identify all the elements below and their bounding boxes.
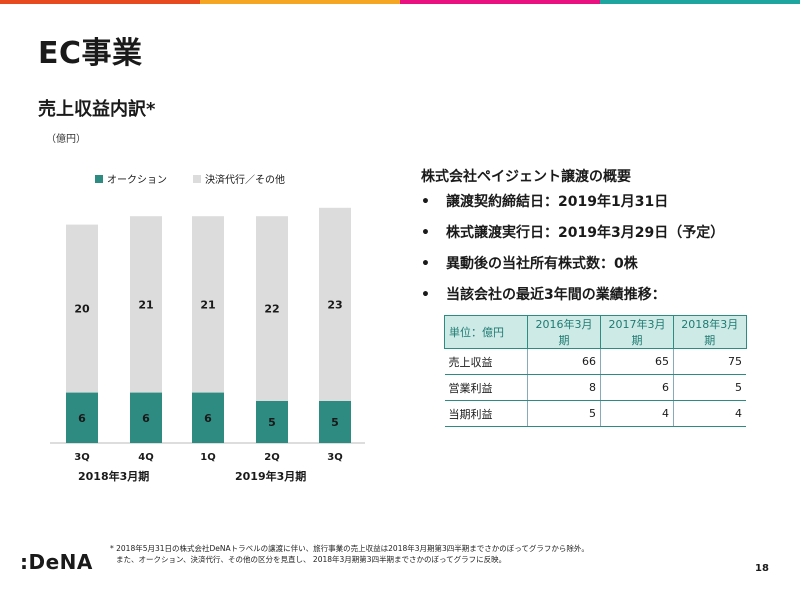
- unit-label: （億円）: [46, 134, 86, 145]
- table-header-unit: 単位：億円: [444, 315, 528, 349]
- bar-auction: [130, 392, 162, 443]
- bar-payment-other: [192, 216, 224, 393]
- table-cell: 6: [600, 374, 674, 401]
- table-header-fy2017: 2017年3月期: [600, 315, 674, 349]
- top-color-bar: [0, 0, 800, 4]
- top-bar-segment-3: [400, 0, 600, 4]
- footnote: * 2018年5月31日の株式会社DeNAトラベルの譲渡に伴い、旅行事業の売上収…: [110, 543, 589, 565]
- table-cell: 4: [600, 400, 674, 427]
- bar-auction: [256, 401, 288, 443]
- list-item: • 譲渡契約締結日：2019年1月31日: [421, 194, 724, 225]
- x-tick-label: 3Q: [74, 452, 89, 463]
- row-label: 営業利益: [444, 374, 528, 401]
- bullet-dot: •: [421, 256, 430, 272]
- data-label-payment-other: 23: [327, 298, 342, 311]
- legend-label-payment: 決済代行／その他: [205, 175, 285, 186]
- transfer-overview-title: 株式会社ペイジェント譲渡の概要: [421, 169, 631, 185]
- bar-auction: [66, 392, 98, 443]
- footnote-line-1: * 2018年5月31日の株式会社DeNAトラベルの譲渡に伴い、旅行事業の売上収…: [110, 544, 589, 553]
- table-row: 営業利益 8 6 5: [444, 374, 746, 401]
- legend-swatch-payment: [193, 174, 201, 183]
- table-cell: 75: [673, 348, 746, 375]
- data-label-payment-other: 22: [264, 303, 279, 316]
- table-header-row: 単位：億円 2016年3月期 2017年3月期 2018年3月期: [444, 315, 747, 349]
- legend-swatch-auction: [95, 174, 103, 183]
- bar-auction: [192, 392, 224, 443]
- period-label-fy2019: 2019年3月期: [235, 470, 307, 483]
- table-cell: 4: [673, 400, 746, 427]
- table-header-fy2018: 2018年3月期: [673, 315, 747, 349]
- data-label-auction: 5: [268, 416, 276, 429]
- bullet-text: 譲渡契約締結日：2019年1月31日: [446, 194, 669, 210]
- bullet-dot: •: [421, 287, 430, 303]
- bar-payment-other: [319, 207, 351, 401]
- x-tick-label: 4Q: [138, 452, 153, 463]
- bar-auction: [319, 401, 351, 443]
- bullet-text: 異動後の当社所有株式数：0株: [446, 256, 638, 272]
- transfer-overview-list: • 譲渡契約締結日：2019年1月31日 • 株式譲渡実行日：2019年3月29日（…: [421, 194, 724, 318]
- data-label-payment-other: 21: [200, 298, 215, 311]
- table-header-fy2016: 2016年3月期: [527, 315, 601, 349]
- list-item: • 当該会社の最近3年間の業績推移：: [421, 287, 724, 318]
- row-label: 当期利益: [444, 400, 528, 427]
- chart-legend: オークション 決済代行／その他: [95, 171, 311, 186]
- bar-payment-other: [130, 216, 162, 393]
- data-label-auction: 5: [331, 416, 339, 429]
- table-row: 当期利益 5 4 4: [444, 400, 746, 427]
- section-subtitle: 売上収益内訳*: [38, 99, 156, 120]
- top-bar-segment-4: [600, 0, 800, 4]
- period-label-fy2018: 2018年3月期: [78, 470, 150, 483]
- x-tick-label: 1Q: [200, 452, 215, 463]
- list-item: • 株式譲渡実行日：2019年3月29日（予定）: [421, 225, 724, 256]
- page-number: 18: [755, 563, 769, 574]
- data-label-payment-other: 21: [138, 298, 153, 311]
- top-bar-segment-1: [0, 0, 200, 4]
- legend-label-auction: オークション: [107, 175, 167, 186]
- bullet-dot: •: [421, 225, 430, 241]
- page-title: EC事業: [38, 36, 143, 71]
- top-bar-segment-2: [200, 0, 400, 4]
- data-label-payment-other: 20: [74, 303, 90, 316]
- x-tick-label: 3Q: [327, 452, 342, 463]
- legend-item-payment: 決済代行／その他: [193, 171, 285, 186]
- bullet-text: 株式譲渡実行日：2019年3月29日（予定）: [446, 225, 725, 241]
- table-cell: 8: [527, 374, 601, 401]
- legend-item-auction: オークション: [95, 171, 167, 186]
- data-label-auction: 6: [142, 412, 150, 425]
- list-item: • 異動後の当社所有株式数：0株: [421, 256, 724, 287]
- table-row: 売上収益 66 65 75: [444, 348, 746, 375]
- table-cell: 65: [600, 348, 674, 375]
- x-tick-label: 2Q: [264, 452, 279, 463]
- table-cell: 5: [673, 374, 746, 401]
- table-cell: 5: [527, 400, 601, 427]
- dena-logo: :DeNA: [20, 550, 93, 574]
- data-label-auction: 6: [204, 412, 212, 425]
- bar-payment-other: [256, 216, 288, 401]
- bullet-dot: •: [421, 194, 430, 210]
- bar-payment-other: [66, 224, 98, 393]
- performance-table: 単位：億円 2016年3月期 2017年3月期 2018年3月期 売上収益 66…: [444, 315, 747, 427]
- table-cell: 66: [527, 348, 601, 375]
- data-label-auction: 6: [78, 412, 86, 425]
- bullet-text: 当該会社の最近3年間の業績推移：: [446, 287, 666, 303]
- footnote-line-2: また、オークション、決済代行、その他の区分を見直し、 2018年3月期第3四半期…: [116, 555, 507, 564]
- row-label: 売上収益: [444, 348, 528, 375]
